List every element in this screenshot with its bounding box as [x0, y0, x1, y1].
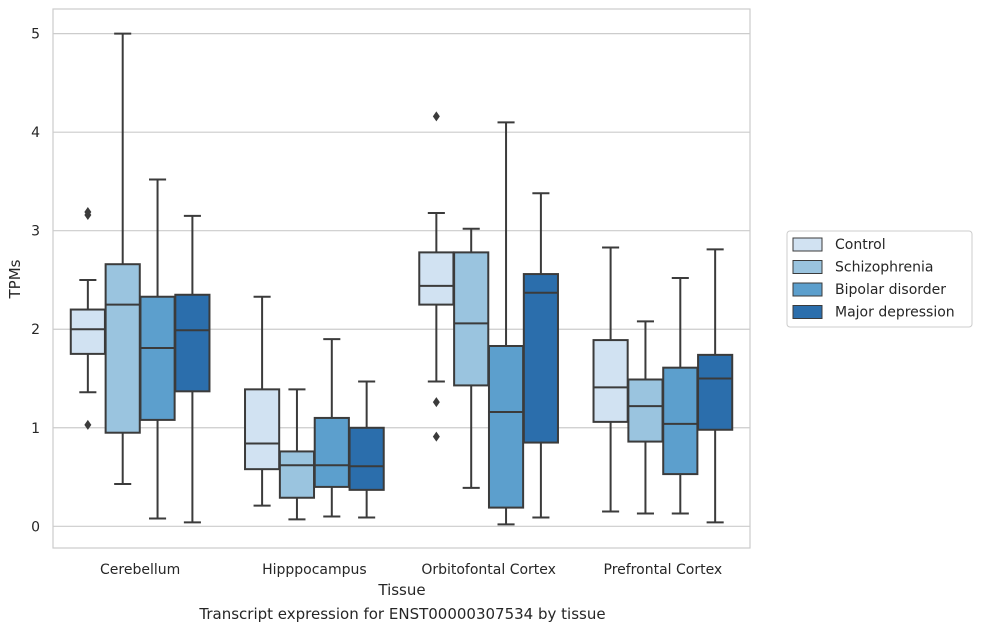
box-iqr [104, 263, 141, 434]
box-iqr [69, 308, 106, 355]
box-iqr [348, 426, 385, 491]
x-tick-label: Cerebellum [100, 562, 180, 578]
box-iqr [313, 416, 350, 488]
y-tick-label: 2 [31, 322, 40, 338]
box-iqr [627, 378, 664, 443]
box-group [244, 295, 281, 507]
box-group [139, 178, 176, 520]
box-group [69, 206, 106, 430]
legend-label: Schizophrenia [835, 260, 933, 276]
y-tick-label: 4 [31, 125, 40, 141]
box-group [313, 338, 350, 518]
box-group [522, 192, 559, 519]
outlier-point [432, 431, 440, 442]
box-group [104, 32, 141, 485]
legend: Control Schizophrenia Bipolar disorder Majo… [786, 230, 973, 328]
box-iqr [592, 339, 629, 423]
legend-swatch [792, 282, 823, 297]
x-tick-label: Hipppocampus [262, 562, 367, 578]
y-tick-label: 5 [31, 27, 40, 43]
box-group [348, 380, 385, 519]
box-group [453, 227, 490, 489]
box-iqr [174, 293, 211, 393]
box-iqr [244, 388, 281, 471]
box-group [487, 121, 525, 526]
legend-swatch [792, 260, 823, 274]
x-axis-ticks: Cerebellum Hipppocampus Orbitofontal Corte… [100, 562, 722, 578]
legend-swatch [792, 305, 823, 319]
x-axis-label: Tissue [377, 581, 425, 599]
outlier-point [432, 111, 440, 122]
legend-label: Bipolar disorder [835, 282, 946, 298]
y-axis-ticks: 0 1 2 3 4 5 [31, 27, 40, 536]
box-iqr [418, 251, 455, 306]
legend-items: Control Schizophrenia Bipolar disorder Majo… [792, 237, 955, 321]
x-tick-label: Orbitofontal Cortex [421, 562, 556, 578]
box-group [174, 214, 211, 524]
box-group [697, 248, 734, 524]
box-iqr [662, 366, 699, 476]
legend-label: Control [835, 237, 886, 253]
plot-frame [52, 8, 751, 549]
chart-caption: Transcript expression for ENST0000030753… [199, 605, 606, 623]
box-group [592, 246, 629, 513]
box-iqr [522, 273, 559, 444]
y-tick-label: 0 [31, 519, 40, 535]
x-tick-label: Prefrontal Cortex [604, 562, 723, 578]
legend-frame [786, 230, 973, 328]
box-iqr [139, 295, 176, 421]
boxes [69, 32, 734, 526]
y-tick-label: 1 [31, 421, 40, 437]
outlier-point [84, 419, 92, 430]
outlier-point [84, 206, 92, 217]
box-iqr [697, 353, 734, 431]
legend-label: Major depression [835, 305, 955, 321]
box-iqr [487, 344, 525, 509]
box-iqr [453, 251, 490, 387]
y-axis-label: TPMs [6, 259, 24, 299]
box-group [662, 277, 699, 515]
box-iqr [278, 450, 316, 499]
box-group [418, 111, 455, 442]
box-group [627, 320, 664, 515]
box-group [278, 388, 316, 521]
y-tick-label: 3 [31, 224, 40, 240]
legend-swatch [792, 237, 823, 252]
outlier-point [432, 397, 440, 408]
